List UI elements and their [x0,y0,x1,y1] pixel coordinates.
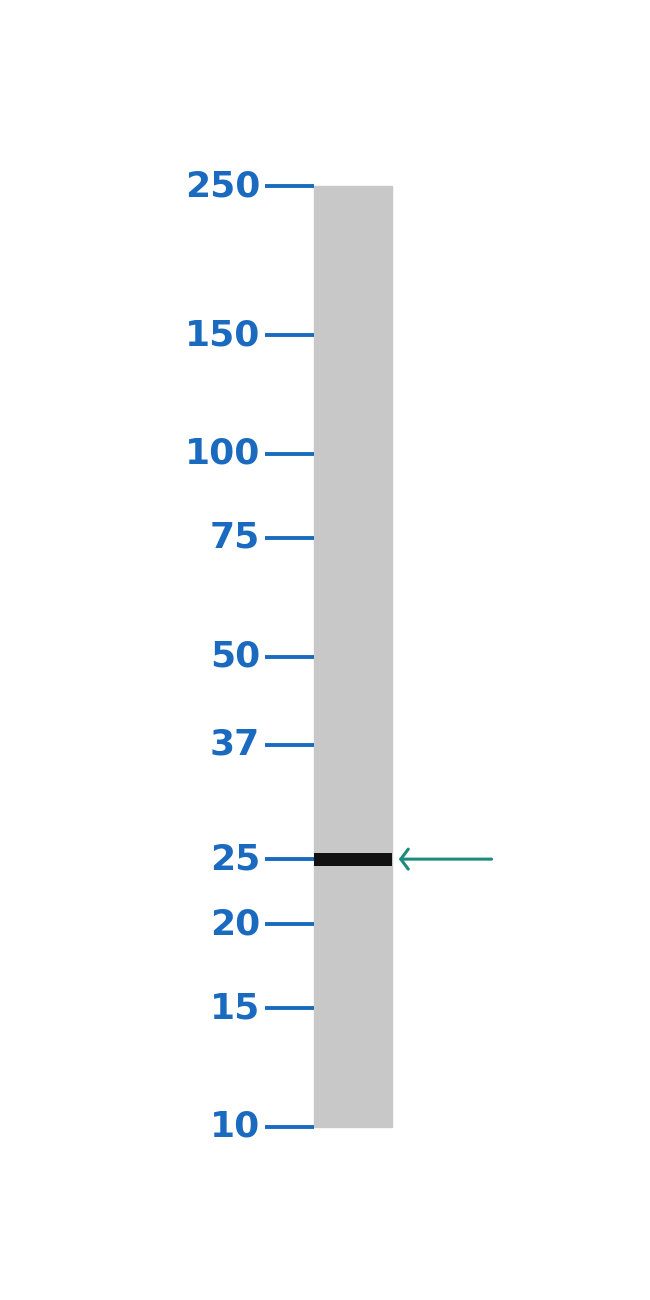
Bar [314,853,393,866]
Bar [314,186,393,1127]
Text: 25: 25 [210,842,260,876]
Text: 20: 20 [210,907,260,941]
Text: 100: 100 [185,437,260,471]
Text: 50: 50 [210,640,260,673]
Text: 10: 10 [210,1110,260,1144]
Text: 15: 15 [210,992,260,1026]
Text: 250: 250 [185,169,260,203]
Text: 75: 75 [210,521,260,555]
Text: 150: 150 [185,318,260,352]
Text: 37: 37 [210,728,260,762]
